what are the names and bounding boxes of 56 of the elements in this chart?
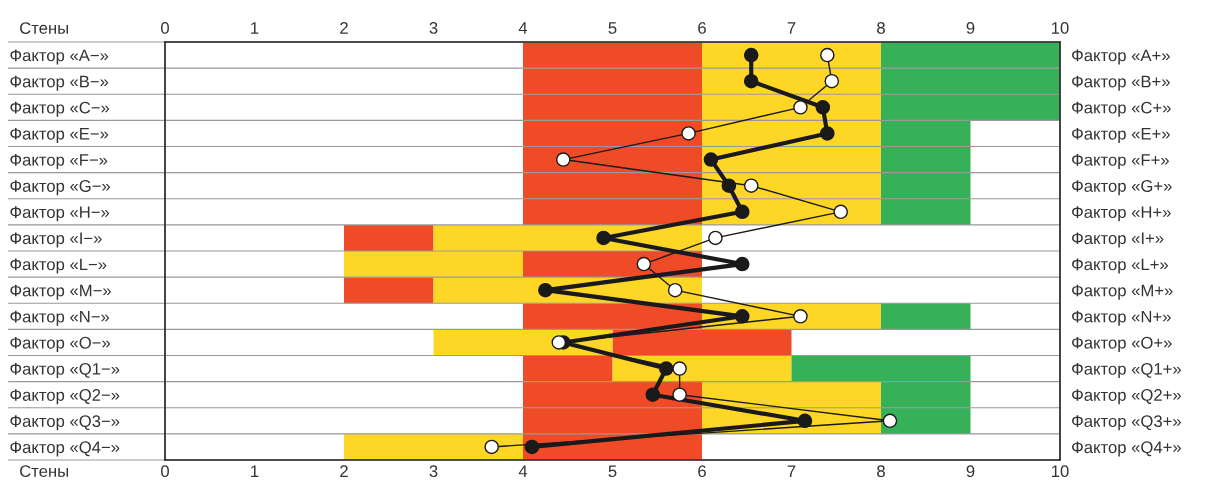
x2-tick-label: 1 xyxy=(251,22,259,34)
y-tick-label: Фактор «M−» xyxy=(10,284,111,300)
y2-tick-label: Фактор «Q3+» xyxy=(1072,415,1181,431)
x2-tick-label: 10 xyxy=(1052,22,1069,34)
y-tick-label: Фактор «L−» xyxy=(10,258,107,274)
y-tick-label: Фактор «E−» xyxy=(10,127,109,143)
x-tick-label: 3 xyxy=(429,465,438,478)
y2-tick-label: Фактор «E+» xyxy=(1072,127,1170,143)
y2-tick-label: Фактор «M+» xyxy=(1072,284,1173,300)
x2-tick-label: 8 xyxy=(877,22,885,34)
x2-tick-label: 9 xyxy=(966,22,975,34)
y-tick-label: Фактор «C−» xyxy=(10,101,110,117)
x2-tick-label: 4 xyxy=(518,22,528,34)
x2-tick-label: 5 xyxy=(608,22,617,34)
x2-tick-label: 0 xyxy=(161,22,169,34)
x2-tick-label: 3 xyxy=(429,22,438,34)
y2-tick-label: Фактор «B+» xyxy=(1072,75,1170,91)
x-tick-label: 6 xyxy=(698,465,706,478)
y2-tick-label: Фактор «H+» xyxy=(1072,206,1171,222)
y2-tick-label: Фактор «I+» xyxy=(1072,232,1164,248)
y-tick-label: Фактор «H−» xyxy=(10,206,110,222)
y-tick-label: Фактор «Q2−» xyxy=(10,389,120,405)
y-tick-label: Фактор «A−» xyxy=(10,49,109,65)
y2-tick-label: Фактор «A+» xyxy=(1072,49,1170,65)
x-tick-label: 7 xyxy=(787,465,796,477)
x2-tick-label: 6 xyxy=(698,22,706,34)
y-tick-label: Фактор «Q1−» xyxy=(10,362,120,379)
x-tick-label: 10 xyxy=(1052,465,1069,478)
x-tick-label: 4 xyxy=(518,465,528,477)
y2-tick-label: Фактор «O+» xyxy=(1072,336,1172,352)
y-tick-label: Фактор «F−» xyxy=(10,154,108,170)
y2-tick-label: Фактор «Q2+» xyxy=(1072,389,1181,405)
x2-tick-label: 2 xyxy=(340,22,348,34)
x-tick-label: 9 xyxy=(966,465,975,478)
y2-tick-label: Фактор «Q4+» xyxy=(1072,441,1181,457)
y-tick-label: Фактор «N−» xyxy=(10,310,110,326)
x2-tick-label: 7 xyxy=(787,22,796,34)
x-tick-label: 2 xyxy=(340,465,348,477)
x-tick-label: 1 xyxy=(251,465,259,477)
x-tick-label: 8 xyxy=(877,465,885,478)
y-tick-label: Фактор «I−» xyxy=(10,232,102,248)
y2-tick-label: Фактор «G+» xyxy=(1072,180,1172,196)
y-tick-label: Фактор «B−» xyxy=(10,75,109,91)
y2-tick-label: Фактор «Q1+» xyxy=(1072,362,1181,379)
y2-tick-label: Фактор «L+» xyxy=(1072,258,1169,274)
x-tick-label: 5 xyxy=(608,465,617,478)
y2-tick-label: Фактор «N+» xyxy=(1072,310,1171,326)
y-tick-label: Фактор «Q4−» xyxy=(10,441,120,457)
y-tick-label: Фактор «O−» xyxy=(10,336,111,352)
y-tick-label: Фактор «G−» xyxy=(10,180,111,196)
x-tick-label: 0 xyxy=(161,465,169,478)
y2-tick-label: Фактор «F+» xyxy=(1072,154,1169,170)
y2-tick-label: Фактор «C+» xyxy=(1072,101,1171,117)
x2-axis-title: Стены xyxy=(20,22,68,34)
x-axis-title: Стены xyxy=(20,465,68,478)
y-tick-label: Фактор «Q3−» xyxy=(10,415,120,431)
